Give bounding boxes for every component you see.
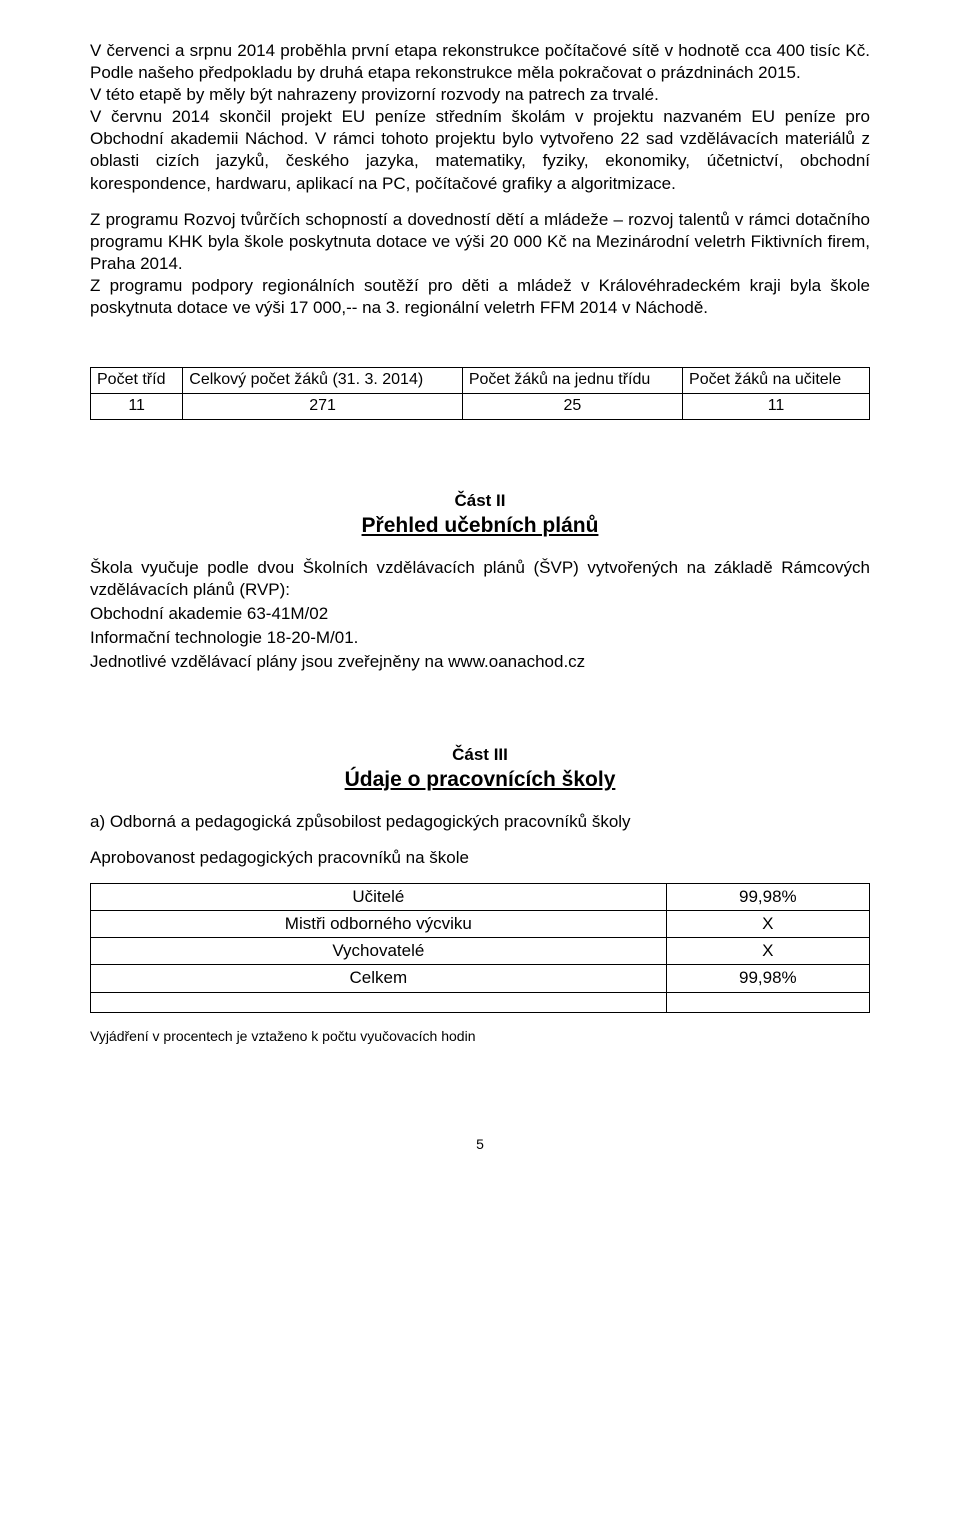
stats-cell-2: 271: [183, 393, 463, 419]
table-row: Počet tříd Celkový počet žáků (31. 3. 20…: [91, 368, 870, 394]
stats-table: Počet tříd Celkový počet žáků (31. 3. 20…: [90, 367, 870, 420]
part2-body-4: Jednotlivé vzdělávací plány jsou zveřejn…: [90, 651, 870, 673]
paragraph-3: V červnu 2014 skončil projekt EU peníze …: [90, 106, 870, 194]
stats-cell-4: 11: [683, 393, 870, 419]
paragraph-4: Z programu Rozvoj tvůrčích schopností a …: [90, 209, 870, 275]
part3-heading: Část III Údaje o pracovnících školy: [90, 744, 870, 793]
part3-item-a: a) Odborná a pedagogická způsobilost ped…: [90, 811, 870, 833]
part2-body-2: Obchodní akademie 63-41M/02: [90, 603, 870, 625]
stats-header-1: Počet tříd: [91, 368, 183, 394]
approb-table: Učitelé 99,98% Mistři odborného výcviku …: [90, 883, 870, 1012]
paragraph-5: Z programu podpory regionálních soutěží …: [90, 275, 870, 319]
approb-cell: Mistři odborného výcviku: [91, 911, 667, 938]
table-row-empty: [91, 992, 870, 1012]
approb-cell: Učitelé: [91, 884, 667, 911]
part2-body-3: Informační technologie 18-20-M/01.: [90, 627, 870, 649]
stats-header-4: Počet žáků na učitele: [683, 368, 870, 394]
paragraph-1: V červenci a srpnu 2014 proběhla první e…: [90, 40, 870, 84]
approb-cell: Celkem: [91, 965, 667, 992]
stats-header-2: Celkový počet žáků (31. 3. 2014): [183, 368, 463, 394]
table-row: Vychovatelé X: [91, 938, 870, 965]
page-number: 5: [90, 1135, 870, 1153]
part3-label: Část III: [90, 744, 870, 766]
stats-header-3: Počet žáků na jednu třídu: [462, 368, 682, 394]
approb-cell-empty: [666, 992, 869, 1012]
approb-cell: 99,98%: [666, 965, 869, 992]
part2-title: Přehled učebních plánů: [362, 514, 599, 537]
table-row: Učitelé 99,98%: [91, 884, 870, 911]
part2-label: Část II: [90, 490, 870, 512]
approb-cell-empty: [91, 992, 667, 1012]
approb-cell: X: [666, 911, 869, 938]
table-row: 11 271 25 11: [91, 393, 870, 419]
part2-body-1: Škola vyučuje podle dvou Školních vzdělá…: [90, 557, 870, 601]
stats-cell-1: 11: [91, 393, 183, 419]
footnote: Vyjádření v procentech je vztaženo k poč…: [90, 1027, 870, 1045]
approb-cell: Vychovatelé: [91, 938, 667, 965]
approb-cell: X: [666, 938, 869, 965]
approb-heading: Aprobovanost pedagogických pracovníků na…: [90, 847, 870, 869]
stats-cell-3: 25: [462, 393, 682, 419]
table-row: Celkem 99,98%: [91, 965, 870, 992]
paragraph-2: V této etapě by měly být nahrazeny provi…: [90, 84, 870, 106]
part3-title: Údaje o pracovnících školy: [345, 768, 616, 791]
table-row: Mistři odborného výcviku X: [91, 911, 870, 938]
part2-heading: Část II Přehled učebních plánů: [90, 490, 870, 539]
approb-cell: 99,98%: [666, 884, 869, 911]
